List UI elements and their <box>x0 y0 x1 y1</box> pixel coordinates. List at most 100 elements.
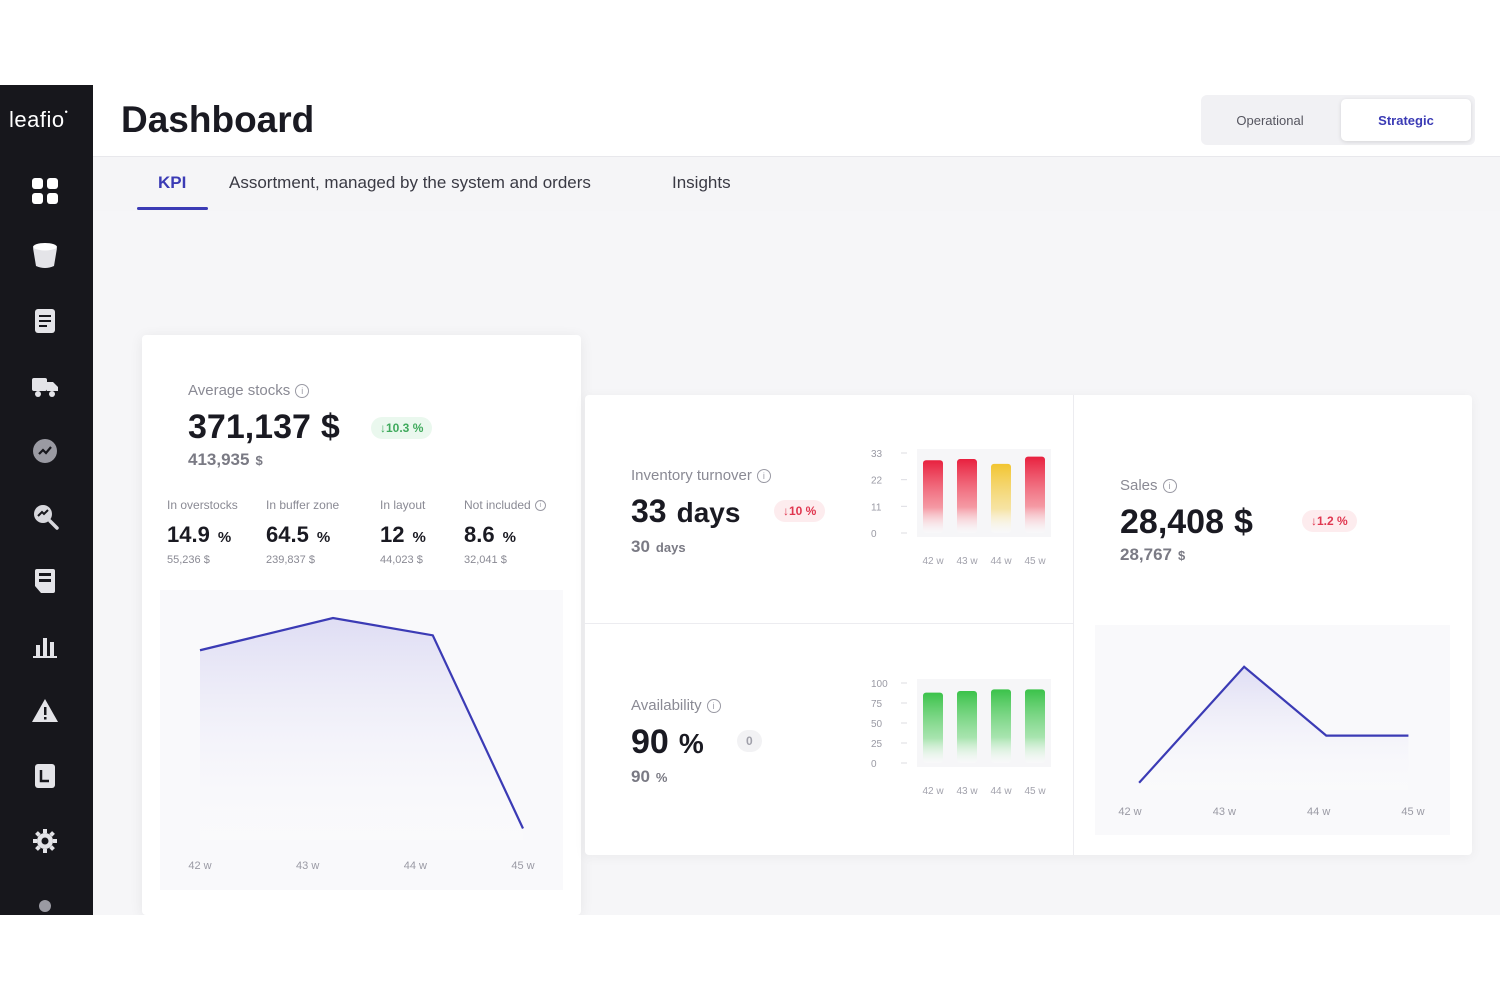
info-icon[interactable]: i <box>1162 478 1177 493</box>
average-stocks-previous-number: 413,935 <box>188 450 250 469</box>
buffer-zone-number: 64.5 <box>266 522 309 547</box>
tab-kpi[interactable]: KPI <box>158 173 187 192</box>
average-stocks-previous: 413,935 $ <box>188 450 263 470</box>
sidebar-item-alerts[interactable] <box>29 695 61 727</box>
y-tick-label: 33 <box>871 449 883 460</box>
sidebar-item-analytics[interactable] <box>29 435 61 467</box>
sales-previous-unit: $ <box>1178 548 1186 563</box>
strategic-mode-button[interactable]: Strategic <box>1341 99 1471 141</box>
area-fill <box>1139 666 1409 790</box>
sidebar-item-research[interactable] <box>29 500 61 532</box>
inventory-turnover-value: 33 days <box>631 493 740 530</box>
not-included-number: 8.6 <box>464 522 495 547</box>
x-tick-label: 45 w <box>1024 556 1046 567</box>
sidebar-item-stores[interactable] <box>29 565 61 597</box>
sidebar-item-logistics[interactable] <box>29 370 61 402</box>
not-included-metric: Not included i 8.6% 32,041 $ <box>464 498 546 566</box>
layout-number: 12 <box>380 522 405 547</box>
tab-insights[interactable]: Insights <box>672 173 731 192</box>
availability-number: 90 <box>631 723 669 761</box>
app-window: leafio• <box>0 85 1500 915</box>
sidebar-item-documents[interactable] <box>29 305 61 337</box>
buffer-zone-unit: % <box>316 529 331 546</box>
chart-circle-icon <box>33 439 57 463</box>
x-tick-label: 43 w <box>296 860 319 872</box>
y-tick-label: 0 <box>871 759 877 770</box>
logo[interactable]: leafio• <box>9 107 68 133</box>
operational-mode-button[interactable]: Operational <box>1205 99 1335 141</box>
x-tick-label: 44 w <box>1307 806 1330 818</box>
bar <box>991 463 1011 533</box>
search-analytics-icon <box>34 505 59 530</box>
info-icon[interactable]: i <box>706 698 721 713</box>
y-tick-label: 25 <box>871 739 883 750</box>
inventory-turnover-label-text: Inventory turnover <box>631 467 752 484</box>
inventory-turnover-label: Inventory turnover i <box>631 467 771 484</box>
sidebar-item-more[interactable] <box>29 890 61 915</box>
report-icon <box>35 764 55 788</box>
card-divider-horizontal <box>585 623 1073 624</box>
series-line <box>199 616 524 829</box>
x-tick-label: 45 w <box>511 860 534 872</box>
sales-label-text: Sales <box>1120 477 1158 494</box>
overstocks-metric: In overstocks 14.9% 55,236 $ <box>167 498 238 566</box>
info-icon[interactable]: i <box>756 468 771 483</box>
x-tick-label: 42 w <box>1118 806 1141 818</box>
sales-unit: $ <box>1234 503 1253 541</box>
average-stocks-label-text: Average stocks <box>188 382 291 399</box>
not-included-label: Not included i <box>464 498 546 512</box>
sales-number: 28,408 <box>1120 503 1224 541</box>
overstocks-unit: % <box>217 529 232 546</box>
truck-icon <box>32 378 58 397</box>
average-stocks-previous-unit: $ <box>255 453 263 468</box>
y-tick-label: 22 <box>871 476 883 487</box>
warning-icon <box>32 699 58 722</box>
availability-unit: % <box>678 728 704 759</box>
bar <box>991 689 1011 763</box>
availability-previous: 90% <box>631 767 667 787</box>
inventory-turnover-number: 33 <box>631 493 667 529</box>
average-stocks-label: Average stocks i <box>188 382 310 399</box>
x-tick-label: 42 w <box>922 786 944 797</box>
y-tick-label: 75 <box>871 699 883 710</box>
layout-label: In layout <box>380 498 426 512</box>
x-tick-label: 44 w <box>990 786 1012 797</box>
not-included-amount: 32,041 $ <box>464 554 507 566</box>
sidebar-item-database[interactable] <box>29 240 61 272</box>
buffer-zone-metric: In buffer zone 64.5% 239,837 $ <box>266 498 339 566</box>
sales-label: Sales i <box>1120 477 1177 494</box>
sales-previous: 28,767 $ <box>1120 545 1185 565</box>
x-tick-label: 44 w <box>990 556 1012 567</box>
info-icon[interactable]: i <box>534 499 546 511</box>
average-stocks-chart: 42 w 43 w 44 w 45 w <box>160 590 563 890</box>
sidebar-item-settings[interactable] <box>29 825 61 857</box>
info-icon[interactable]: i <box>295 383 310 398</box>
x-tick-label: 43 w <box>956 786 978 797</box>
sidebar-item-dashboard[interactable] <box>29 175 61 207</box>
logo-text: leafio <box>9 107 65 132</box>
buffer-zone-value: 64.5% <box>266 522 339 548</box>
not-included-value: 8.6% <box>464 522 546 548</box>
logo-mark: • <box>64 106 69 117</box>
tab-assortment[interactable]: Assortment, managed by the system and or… <box>229 173 591 192</box>
x-tick-label: 45 w <box>1401 806 1424 818</box>
sidebar-item-report[interactable] <box>29 760 61 792</box>
layout-value: 12% <box>380 522 426 548</box>
average-stocks-number: 371,137 <box>188 408 311 446</box>
document-icon <box>35 309 55 333</box>
bar <box>1025 456 1045 533</box>
y-tick-label: 11 <box>871 502 882 513</box>
x-tick-label: 45 w <box>1024 786 1046 797</box>
page-title: Dashboard <box>121 99 315 140</box>
tab-bar: KPI Assortment, managed by the system an… <box>93 157 1500 211</box>
mode-switch: Operational Strategic <box>1201 95 1475 145</box>
inventory-turnover-previous-number: 30 <box>631 537 650 556</box>
x-tick-label: 44 w <box>404 860 427 872</box>
inventory-turnover-unit: days <box>676 497 741 528</box>
series-line <box>1138 665 1409 784</box>
sidebar-item-reports-chart[interactable] <box>29 630 61 662</box>
availability-label: Availability i <box>631 697 721 714</box>
availability-change-badge: 0 <box>737 730 762 752</box>
availability-previous-number: 90 <box>631 767 650 786</box>
availability-value: 90% <box>631 723 704 762</box>
